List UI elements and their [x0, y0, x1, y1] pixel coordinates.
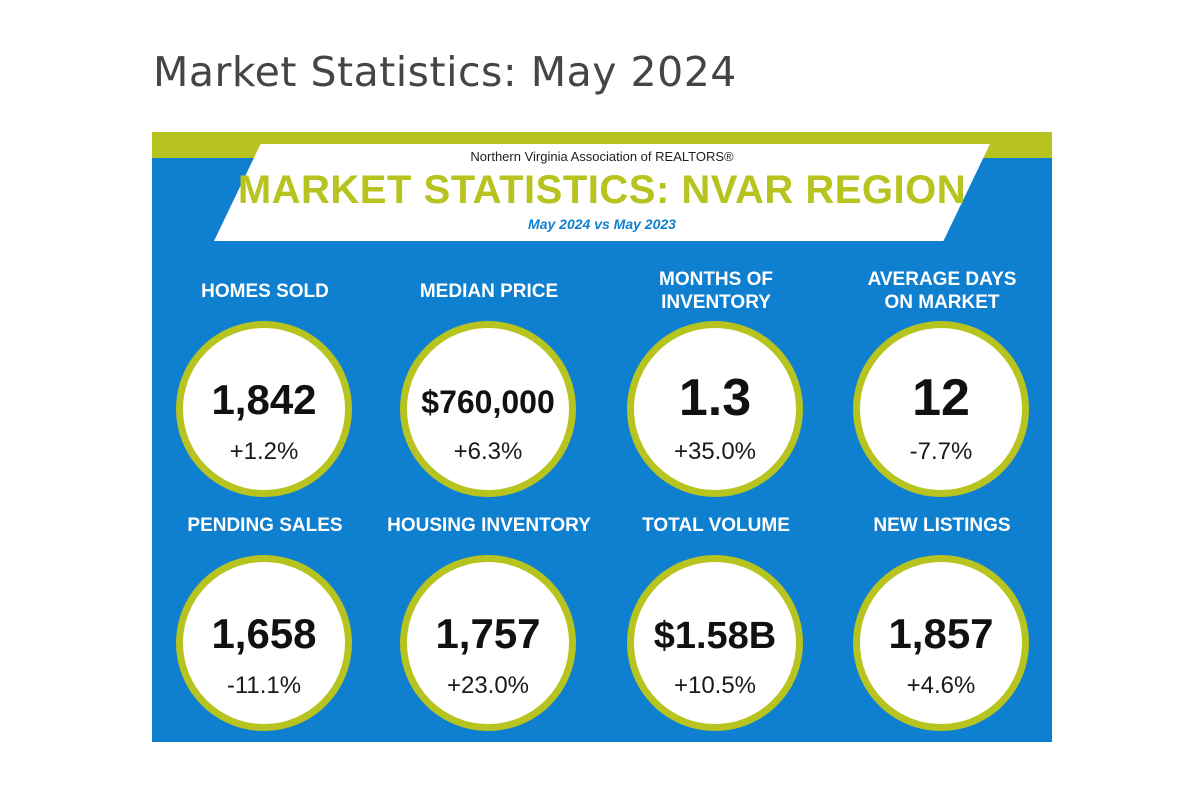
stat-circle: $760,000 +6.3% [400, 321, 576, 497]
stat-change: +23.0% [446, 672, 530, 699]
title-banner [214, 144, 990, 241]
stat-change: +35.0% [673, 438, 757, 465]
stat-change: +6.3% [453, 438, 523, 465]
infographic-title: MARKET STATISTICS: NVAR REGION [237, 168, 967, 212]
stat-value: 1.3 [678, 369, 752, 427]
stat-circle: 1.3 +35.0% [627, 321, 803, 497]
stat-change: +4.6% [906, 672, 976, 699]
title-banner-text: Northern Virginia Association of REALTOR… [214, 144, 990, 241]
stat-label: MEDIAN PRICE [419, 280, 559, 302]
stat-value: 12 [912, 369, 970, 427]
stat-value: 1,842 [211, 376, 317, 423]
stat-change: +1.2% [229, 438, 299, 465]
organization-name: Northern Virginia Association of REALTOR… [470, 149, 734, 164]
stat-label: HOUSING INVENTORY [387, 514, 591, 536]
stat-circle: $1.58B +10.5% [627, 555, 803, 731]
stat-value: $1.58B [653, 615, 777, 657]
infographic-subtitle: May 2024 vs May 2023 [528, 216, 676, 232]
stat-value: 1,857 [888, 610, 994, 657]
stat-label: MONTHS OF INVENTORY [659, 269, 773, 313]
stat-change: +10.5% [673, 672, 757, 699]
stat-circle: 1,757 +23.0% [400, 555, 576, 731]
stat-circle: 1,658 -11.1% [176, 555, 352, 731]
stat-value: 1,757 [435, 610, 541, 657]
stat-value: $760,000 [421, 384, 555, 420]
stat-label: HOMES SOLD [201, 280, 329, 302]
stat-change: -7.7% [909, 438, 973, 465]
stat-label: TOTAL VOLUME [642, 514, 790, 536]
stat-change: -11.1% [226, 672, 302, 699]
stat-value: 1,658 [211, 610, 317, 657]
stat-label: PENDING SALES [187, 514, 343, 536]
stat-circle: 1,842 +1.2% [176, 321, 352, 497]
stat-circle: 1,857 +4.6% [853, 555, 1029, 731]
stat-label: AVERAGE DAYS ON MARKET [867, 269, 1017, 313]
page-title: Market Statistics: May 2024 [153, 48, 737, 96]
stat-grid: HOMES SOLD 1,842 +1.2% MEDIAN PRICE $760… [152, 132, 1052, 742]
market-statistics-infographic: Northern Virginia Association of REALTOR… [152, 132, 1052, 742]
stat-label: NEW LISTINGS [873, 514, 1011, 536]
stat-circle: 12 -7.7% [853, 321, 1029, 497]
